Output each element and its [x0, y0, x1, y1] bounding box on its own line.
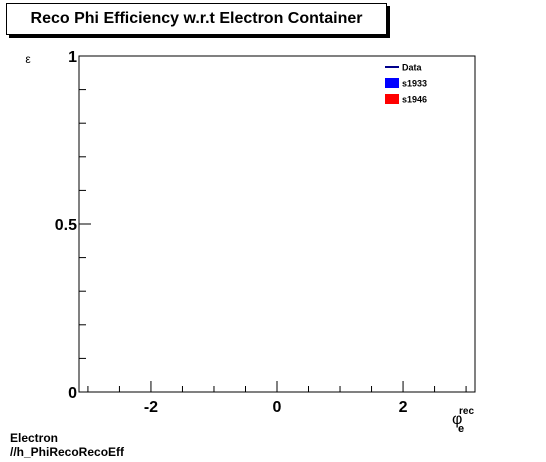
legend-swatch-box [385, 78, 399, 88]
x-axis-label-symbol: φ [452, 411, 462, 428]
chart-title: Reco Phi Efficiency w.r.t Electron Conta… [6, 3, 387, 35]
plot-frame [78, 55, 476, 393]
legend-entry: Data [385, 63, 423, 73]
x-axis-label-subscript: e [458, 423, 464, 435]
legend-label: Data [402, 63, 423, 73]
x-axis-label-superscript: rec [459, 406, 474, 417]
y-axis-label: ε [25, 52, 31, 66]
legend-label: s1933 [402, 79, 427, 89]
legend-label: s1946 [402, 95, 427, 105]
y-tick-label: 0 [68, 385, 77, 402]
x-axis-ticks: -2 0 2 [87, 381, 467, 416]
legend-entry: s1933 [385, 78, 427, 89]
x-tick-label: 0 [273, 399, 282, 416]
footer-line-2: //h_PhiRecoRecoEff [10, 445, 125, 459]
x-axis-label: φ rec e [452, 406, 474, 435]
legend: Data s1933 s1946 [385, 63, 427, 105]
x-tick-label: 2 [399, 399, 408, 416]
y-tick-label: 0.5 [55, 217, 77, 234]
legend-entry: s1946 [385, 94, 427, 105]
y-axis-ticks: 00.51 [55, 49, 91, 402]
legend-swatch-box [385, 94, 399, 104]
x-tick-label: -2 [144, 399, 158, 416]
footer-line-1: Electron [10, 431, 59, 445]
y-tick-label: 1 [68, 49, 77, 66]
